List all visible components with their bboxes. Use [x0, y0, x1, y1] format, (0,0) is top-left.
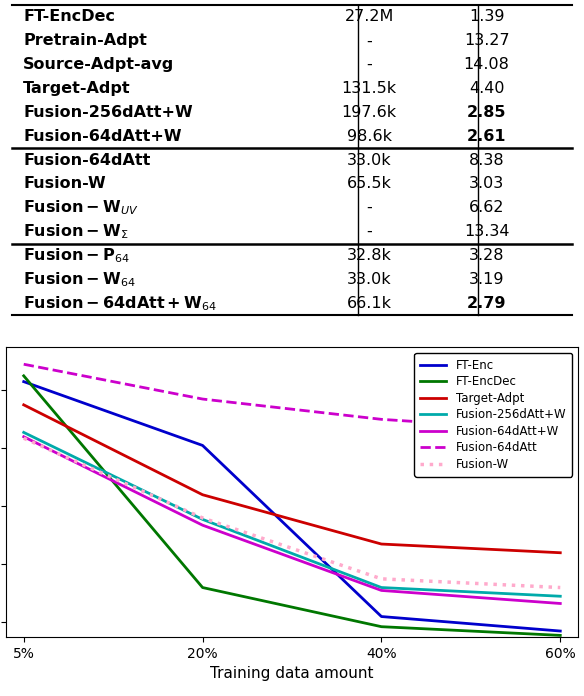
Text: 8.38: 8.38 — [469, 152, 505, 168]
Text: Fusion-64dAtt: Fusion-64dAtt — [23, 152, 151, 168]
Text: 2.61: 2.61 — [467, 129, 506, 144]
Fusion-64dAtt — [378, 415, 385, 423]
Text: 2.79: 2.79 — [467, 296, 506, 310]
X-axis label: Training data amount: Training data amount — [210, 666, 374, 681]
Target-Adpt — [378, 540, 385, 548]
Line: Target-Adpt: Target-Adpt — [24, 405, 560, 553]
Target-Adpt — [199, 491, 206, 499]
Text: 131.5k: 131.5k — [342, 81, 397, 96]
Line: Fusion-64dAtt: Fusion-64dAtt — [24, 364, 560, 431]
FT-EncDec — [557, 631, 564, 640]
Text: 3.03: 3.03 — [469, 176, 504, 191]
Text: 2.85: 2.85 — [467, 105, 506, 120]
Text: $\bf{Fusion-P}$$_{64}$: $\bf{Fusion-P}$$_{64}$ — [23, 246, 130, 265]
FT-Enc — [199, 441, 206, 450]
Fusion-64dAtt — [20, 360, 27, 368]
FT-Enc — [557, 627, 564, 635]
Text: 4.40: 4.40 — [469, 81, 505, 96]
Text: $\bf{Fusion-W}$$_{UV}$: $\bf{Fusion-W}$$_{UV}$ — [23, 198, 138, 217]
Text: 197.6k: 197.6k — [342, 105, 397, 120]
Text: Fusion-W: Fusion-W — [23, 176, 106, 191]
Fusion-64dAtt+W — [557, 599, 564, 608]
Target-Adpt — [20, 401, 27, 409]
Line: Fusion-W: Fusion-W — [24, 438, 560, 587]
Fusion-64dAtt — [557, 427, 564, 435]
Fusion-64dAtt — [199, 395, 206, 403]
Text: 65.5k: 65.5k — [347, 176, 392, 191]
Text: 1.39: 1.39 — [469, 10, 505, 24]
Fusion-256dAtt+W — [557, 592, 564, 601]
Line: FT-Enc: FT-Enc — [24, 381, 560, 631]
Text: 13.27: 13.27 — [464, 33, 509, 48]
Text: Fusion-256dAtt+W: Fusion-256dAtt+W — [23, 105, 193, 120]
Fusion-256dAtt+W — [378, 583, 385, 592]
Text: 3.19: 3.19 — [469, 272, 505, 287]
Fusion-W — [378, 575, 385, 583]
Text: -: - — [366, 224, 372, 239]
Text: -: - — [366, 33, 372, 48]
FT-EncDec — [20, 372, 27, 380]
Target-Adpt — [557, 548, 564, 557]
Line: FT-EncDec: FT-EncDec — [24, 376, 560, 635]
Text: Pretrain-Adpt: Pretrain-Adpt — [23, 33, 147, 48]
Fusion-256dAtt+W — [199, 515, 206, 523]
FT-Enc — [20, 377, 27, 386]
Legend: FT-Enc, FT-EncDec, Target-Adpt, Fusion-256dAtt+W, Fusion-64dAtt+W, Fusion-64dAtt: FT-Enc, FT-EncDec, Target-Adpt, Fusion-2… — [415, 353, 572, 477]
Line: Fusion-256dAtt+W: Fusion-256dAtt+W — [24, 432, 560, 596]
Text: 3.28: 3.28 — [469, 248, 505, 263]
Text: Fusion-64dAtt+W: Fusion-64dAtt+W — [23, 129, 182, 144]
Text: $\bf{Fusion-W}$$_{64}$: $\bf{Fusion-W}$$_{64}$ — [23, 270, 135, 289]
Text: 6.62: 6.62 — [469, 200, 505, 215]
Text: Source-Adpt-avg: Source-Adpt-avg — [23, 57, 174, 72]
Text: 66.1k: 66.1k — [347, 296, 392, 310]
Text: -: - — [366, 200, 372, 215]
Text: 14.08: 14.08 — [464, 57, 509, 72]
Fusion-64dAtt+W — [378, 586, 385, 594]
Text: 33.0k: 33.0k — [347, 152, 392, 168]
FT-EncDec — [378, 622, 385, 631]
FT-EncDec — [199, 583, 206, 592]
Fusion-64dAtt+W — [20, 432, 27, 441]
Text: 33.0k: 33.0k — [347, 272, 392, 287]
Text: Target-Adpt: Target-Adpt — [23, 81, 131, 96]
Text: $\bf{Fusion-W}$$_{Σ}$: $\bf{Fusion-W}$$_{Σ}$ — [23, 222, 128, 241]
Fusion-W — [199, 514, 206, 522]
Text: FT-EncDec: FT-EncDec — [23, 10, 115, 24]
Text: 32.8k: 32.8k — [347, 248, 392, 263]
Text: -: - — [366, 57, 372, 72]
Text: $\bf{Fusion-64dAtt+W}$$_{64}$: $\bf{Fusion-64dAtt+W}$$_{64}$ — [23, 294, 217, 313]
Line: Fusion-64dAtt+W: Fusion-64dAtt+W — [24, 437, 560, 603]
Fusion-W — [557, 583, 564, 592]
Fusion-W — [20, 434, 27, 443]
FT-Enc — [378, 612, 385, 621]
Fusion-64dAtt+W — [199, 521, 206, 530]
Fusion-256dAtt+W — [20, 428, 27, 436]
Text: 13.34: 13.34 — [464, 224, 509, 239]
Text: 27.2M: 27.2M — [345, 10, 394, 24]
Text: 98.6k: 98.6k — [347, 129, 392, 144]
